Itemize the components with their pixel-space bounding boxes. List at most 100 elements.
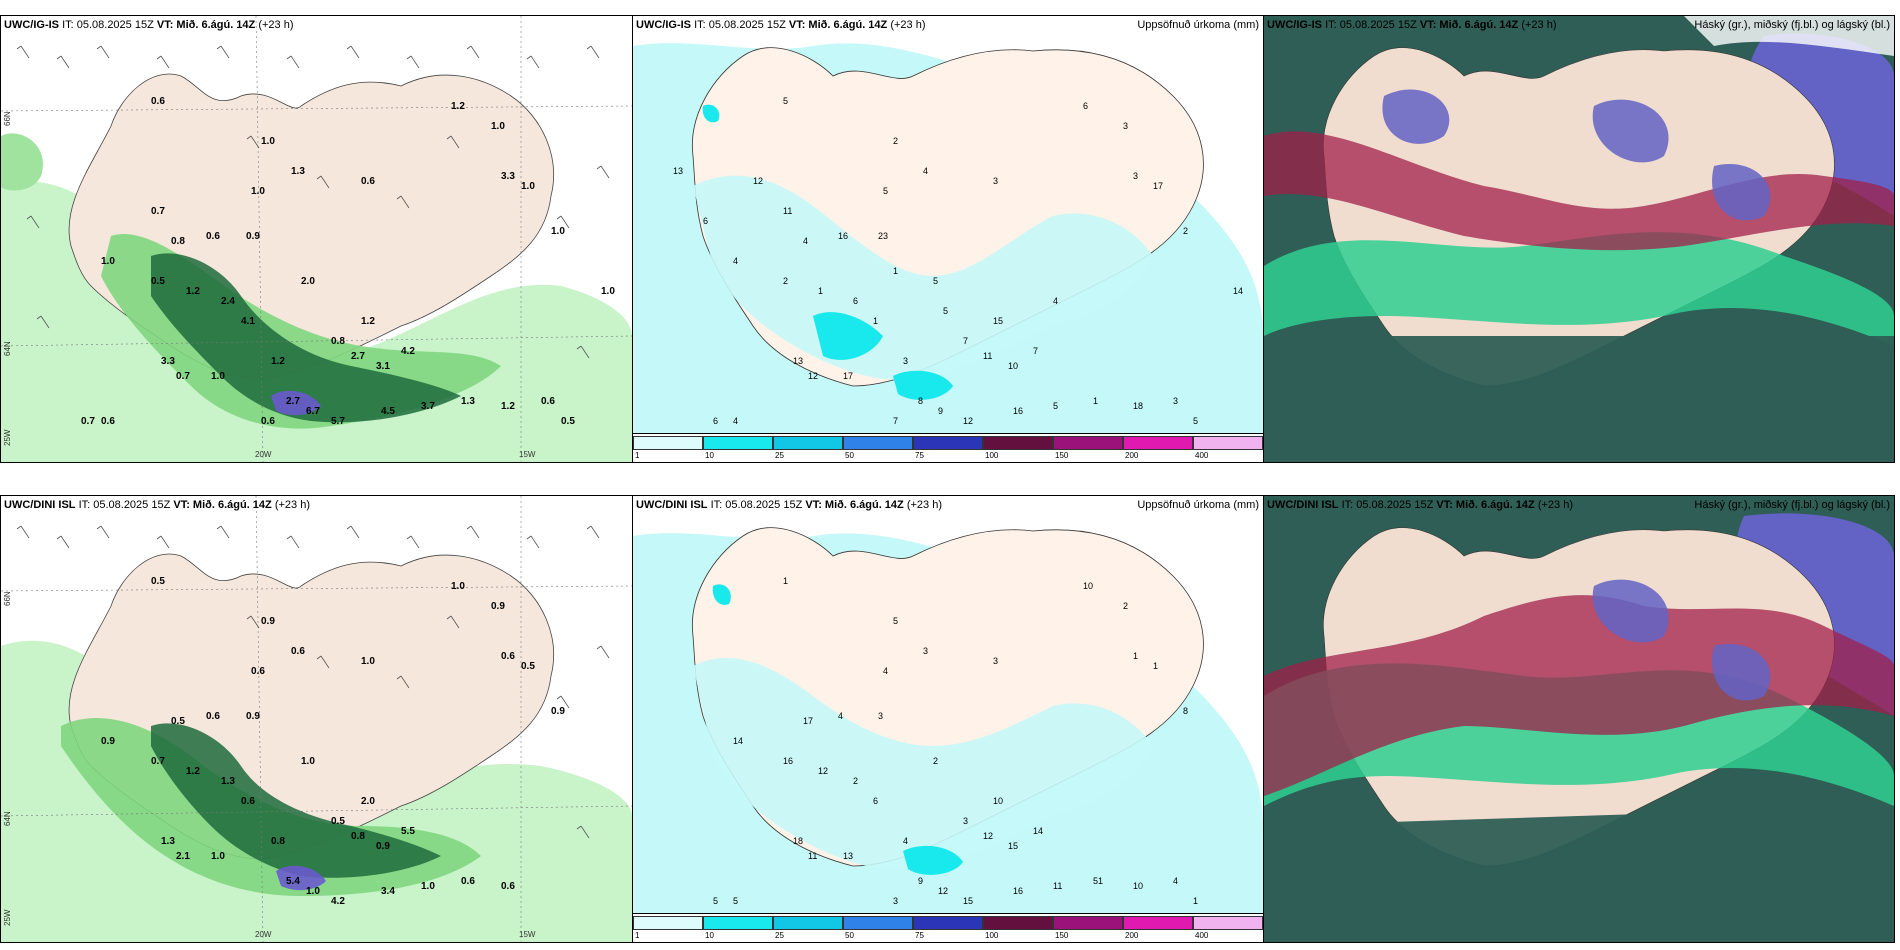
color-scale-value: 400 [1195,451,1209,460]
precip-value-label: 0.6 [501,651,515,662]
panel-title: Uppsöfnuð úrkoma (mm) [1137,19,1259,31]
precip-value-label: 4 [923,166,929,176]
cloud-sea-layer [1264,336,1894,462]
precip-value-label: 0.8 [351,831,365,842]
precip-value-label: 6 [873,796,879,806]
precip-cyan-2 [893,370,953,400]
precip-dark-area [151,253,461,423]
precip-value-label: 5 [783,96,789,106]
precip-value-label: 1.0 [551,226,565,237]
color-scale-value: 400 [1195,931,1209,940]
precip-value-label: 3 [963,816,969,826]
color-scale-swatch [843,436,913,450]
precip-value-label: 4 [1053,296,1059,306]
precip-value-label: 2 [783,276,789,286]
precip-cyan [813,312,883,360]
precip-value-label: 15 [993,316,1004,326]
color-scale-swatch [843,916,913,930]
precip-value-label: 4.1 [241,316,255,327]
precip-value-label: 0.9 [261,616,275,627]
precip-over-land [693,175,1153,380]
precip-value-label: 4.2 [401,346,415,357]
precip-value-label: 10 [993,796,1004,806]
precip-value-label: 7 [1033,346,1039,356]
precip-value-label: 0.5 [331,816,345,827]
precip-value-label: 14 [733,736,744,746]
precip-value-label: 15 [963,896,974,906]
precip-value-label: 12 [963,416,974,426]
precip-value-label: 0.9 [491,601,505,612]
precip-value-label: 2 [1183,226,1189,236]
precip-value-label: 0.6 [151,96,165,107]
precip-value-label: 2.7 [351,351,365,362]
precip-value-label: 1.0 [306,886,320,897]
precip-value-label: 4 [803,236,809,246]
precip-value-label: 1.0 [251,186,265,197]
color-scale-swatch [633,436,703,450]
color-scale: 1 10 25 50 75 100 150 200 400 [633,913,1263,942]
precip-value-label: 2.7 [286,396,300,407]
color-scale-value: 25 [775,451,784,460]
precip-light-area [1,640,632,942]
precip-value-label: 18 [793,836,804,846]
bottom-precip-map [633,496,1263,942]
precip-cyan-3 [702,104,720,123]
color-scale-swatch [913,436,983,450]
precip-value-label: 11 [808,851,818,861]
precip-value-label: 1.2 [186,766,200,777]
precip-value-label: 0.6 [101,416,115,427]
precip-value-label: 5 [943,306,949,316]
precip-value-label: 3 [993,176,999,186]
precip-value-label: 13 [843,851,854,861]
precip-heavy-area [276,865,326,891]
cloud-mid-patches [1592,579,1771,701]
panel-header: UWC/DINI ISL IT: 05.08.2025 15Z VT: Mið.… [636,499,942,511]
precip-value-label: 0.7 [151,206,165,217]
precip-value-label: 4 [733,256,739,266]
color-scale-value: 10 [705,451,714,460]
precip-value-label: 0.7 [176,371,190,382]
precip-value-label: 4 [883,666,889,676]
color-scale-swatch [983,436,1053,450]
precip-value-label: 0.7 [81,416,95,427]
panel-header: UWC/IG-IS IT: 05.08.2025 15Z VT: Mið. 6.… [636,19,926,31]
precip-value-label: 6 [853,296,859,306]
precip-cyan [903,845,963,875]
precip-value-label: 3 [923,646,929,656]
color-scale-value: 150 [1055,931,1069,940]
panel-header: UWC/DINI ISL IT: 05.08.2025 15Z VT: Mið.… [4,499,310,511]
precip-value-label: 4 [733,416,739,426]
top-precip-panel: UWC/IG-IS IT: 05.08.2025 15Z VT: Mið. 6.… [632,15,1264,463]
precip-value-label: 12 [818,766,829,776]
precip-value-label: 3 [1173,396,1179,406]
cloud-sea-layer [1264,806,1894,942]
color-scale-swatch [703,916,773,930]
precip-value-label: 6.7 [306,406,320,417]
precip-value-label: 5.7 [331,416,345,427]
precip-value-label: 17 [1153,181,1164,191]
precip-value-label: 1 [818,286,824,296]
precip-value-label: 0.6 [206,711,220,722]
precip-value-label: 16 [838,231,849,241]
precip-value-label: 0.9 [246,711,260,722]
precip-value-label: 0.6 [361,176,375,187]
panel-header: UWC/DINI ISL IT: 05.08.2025 15Z VT: Mið.… [1267,499,1573,511]
precip-value-label: 1.0 [421,881,435,892]
precip-value-label: 5.5 [401,826,415,837]
precip-value-label: 0.9 [246,231,260,242]
precip-value-label: 11 [1053,881,1063,891]
precip-value-label: 0.6 [261,416,275,427]
precip-value-label: 0.5 [151,276,165,287]
precip-value-label: 5 [1193,416,1199,426]
precip-value-label: 0.5 [561,416,575,427]
lat-label-64n: 64N [3,341,12,356]
precip-value-label: 0.6 [251,666,265,677]
precip-value-label: 0.5 [151,576,165,587]
precip-light-area-nw [1,133,43,191]
wind-barbs [16,525,610,839]
color-scale-value: 1 [635,451,640,460]
precip-value-label: 1.0 [361,656,375,667]
precip-value-label: 13 [793,356,804,366]
precip-value-label: 5 [733,896,739,906]
color-scale-value: 1 [635,931,640,940]
